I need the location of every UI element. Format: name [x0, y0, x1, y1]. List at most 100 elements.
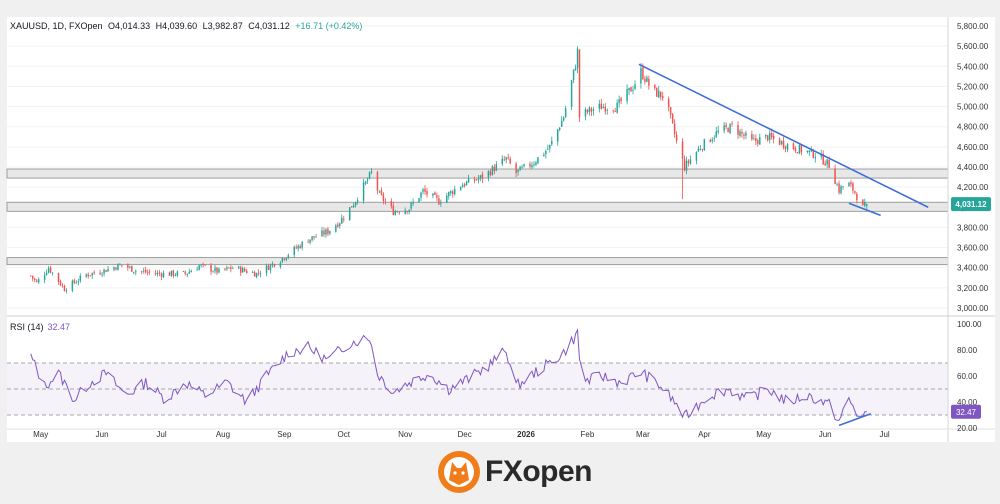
candle-body: [337, 224, 339, 227]
candle-body: [713, 137, 715, 139]
time-tick-label: May: [756, 430, 771, 439]
price-tick-label: 5,600.00: [957, 42, 989, 51]
candle-body: [683, 158, 686, 171]
candle-body: [198, 265, 200, 270]
candle-body: [182, 271, 185, 272]
candle-body: [687, 160, 690, 163]
candle-body: [327, 228, 329, 234]
rsi-label: RSI (14): [10, 322, 44, 332]
candle-body: [794, 148, 797, 152]
candle-body: [751, 134, 753, 140]
candle-body: [465, 181, 468, 186]
candle-body: [410, 203, 412, 209]
candle-body: [661, 96, 664, 98]
candle-body: [620, 98, 622, 102]
candle-body: [507, 157, 509, 159]
candle-body: [578, 49, 581, 118]
candle-body: [287, 255, 290, 258]
candle-body: [640, 68, 642, 84]
candle-body: [475, 179, 478, 181]
candle-body: [325, 229, 327, 235]
candle-body: [503, 159, 505, 161]
candle-body: [436, 195, 438, 198]
candle-body: [725, 124, 727, 127]
candle-body: [396, 211, 399, 213]
time-tick-label: May: [33, 430, 48, 439]
candle-body: [196, 269, 198, 271]
candle-body: [757, 140, 759, 144]
candle-body: [731, 123, 733, 125]
candle-body: [352, 205, 355, 208]
time-tick-label: Feb: [581, 430, 595, 439]
candle-body: [824, 163, 826, 166]
candle-body: [739, 131, 741, 137]
candle-body: [782, 140, 785, 148]
chart-frame: [7, 17, 995, 442]
candle-body: [376, 172, 379, 191]
candle-body: [144, 269, 147, 273]
candle-body: [73, 280, 76, 283]
candle-body: [33, 278, 36, 280]
candle-body: [79, 275, 82, 281]
candle-body: [729, 123, 731, 134]
candle-body: [190, 270, 192, 273]
candle-body: [545, 150, 547, 155]
candle-body: [253, 272, 256, 277]
candle-body: [49, 267, 52, 273]
candle-body: [424, 188, 426, 192]
candle-body: [741, 131, 743, 134]
last-price-text: 4,031.12: [955, 200, 987, 209]
candle-body: [228, 267, 230, 269]
candle-body: [212, 271, 214, 273]
candle-body: [792, 143, 795, 150]
candle-body: [656, 87, 658, 97]
price-tick-label: 4,600.00: [957, 143, 989, 152]
low-value: L3,982.87: [202, 21, 243, 31]
price-tick-label: 5,200.00: [957, 82, 989, 91]
candle-body: [257, 272, 260, 274]
candle-body: [339, 223, 341, 226]
candle-body: [119, 264, 121, 266]
candle-body: [519, 166, 521, 171]
candle-body: [51, 272, 54, 274]
candle-body: [842, 186, 844, 188]
candle-body: [321, 230, 323, 237]
candle-body: [218, 268, 220, 273]
last-price-badge: [951, 197, 991, 212]
candle-body: [285, 258, 288, 261]
candle-body: [117, 263, 119, 271]
candle-body: [590, 108, 593, 112]
candle-body: [671, 113, 674, 123]
candle-body: [584, 109, 587, 117]
candle-body: [786, 144, 789, 150]
candle-body: [293, 246, 295, 255]
candle-body: [517, 169, 519, 173]
candle-body: [574, 68, 577, 71]
candle-body: [37, 279, 40, 283]
candle-body: [43, 274, 46, 280]
candle-body: [509, 158, 511, 164]
candle-body: [362, 182, 365, 201]
candle-body: [558, 127, 561, 130]
candle-body: [271, 263, 274, 266]
time-tick-label: 2026: [517, 430, 535, 439]
candle-body: [529, 163, 531, 167]
candle-body: [307, 241, 309, 243]
candle-body: [547, 148, 549, 150]
candle-body: [186, 273, 189, 275]
candle-body: [766, 135, 769, 141]
candle-body: [348, 207, 351, 221]
candle-body: [644, 78, 646, 82]
candle-body: [160, 273, 163, 277]
candle-body: [135, 271, 137, 273]
candle-body: [279, 262, 282, 267]
candle-body: [737, 124, 739, 135]
candle-body: [113, 267, 115, 270]
candle-body: [174, 275, 177, 276]
candle-body: [695, 152, 698, 161]
candle-body: [564, 108, 567, 118]
candle-body: [226, 267, 228, 270]
candle-body: [487, 170, 490, 178]
candle-body: [834, 168, 836, 185]
